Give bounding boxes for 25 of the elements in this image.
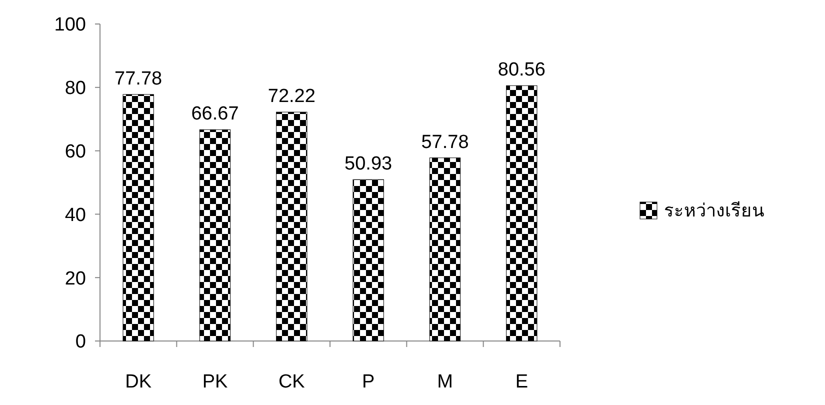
bar (122, 94, 154, 342)
bar (352, 179, 384, 342)
data-label: 80.56 (498, 60, 546, 81)
data-label: 50.93 (344, 154, 392, 175)
y-tick-label: 80 (64, 78, 86, 100)
bar (199, 129, 231, 342)
y-tick-label: 60 (64, 141, 86, 162)
y-tick-label: 20 (64, 268, 86, 290)
x-tick-label: E (515, 372, 528, 393)
x-tick-label: DK (125, 372, 152, 393)
x-tick-label: P (362, 372, 375, 393)
x-tick-label: PK (202, 372, 228, 393)
x-tick-label: CK (278, 372, 306, 393)
bar (429, 158, 461, 342)
y-tick-label: 40 (64, 204, 86, 226)
data-label: 57.78 (421, 132, 469, 153)
bar (276, 112, 308, 342)
data-label: 66.67 (191, 104, 239, 125)
x-tick-label: M (437, 372, 453, 393)
y-tick-label: 100 (54, 14, 86, 36)
data-label: 72.22 (268, 86, 316, 108)
legend-label: ระหว่างเรียน (664, 200, 764, 220)
data-label: 77.78 (114, 68, 162, 90)
y-tick-label: 0 (75, 332, 86, 353)
bar (506, 85, 538, 342)
